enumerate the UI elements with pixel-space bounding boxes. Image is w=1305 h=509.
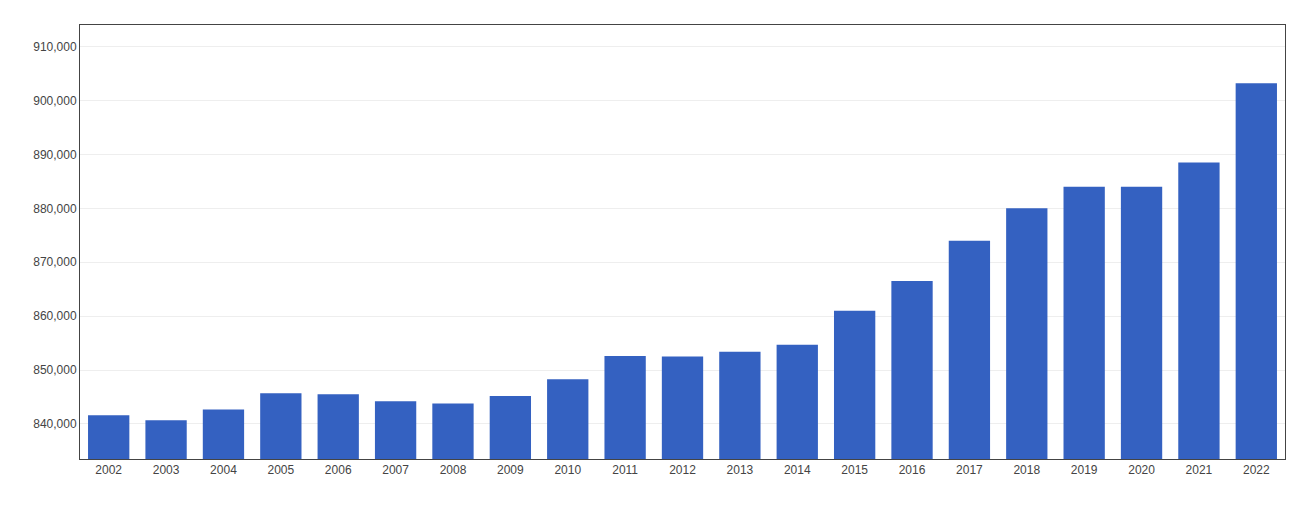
svg-text:850,000: 850,000 [33, 363, 77, 377]
svg-text:2022: 2022 [1243, 463, 1270, 477]
svg-text:880,000: 880,000 [33, 202, 77, 216]
svg-text:2015: 2015 [841, 463, 868, 477]
svg-text:2017: 2017 [956, 463, 983, 477]
svg-text:2009: 2009 [497, 463, 524, 477]
svg-text:2011: 2011 [612, 463, 638, 477]
svg-text:2005: 2005 [267, 463, 294, 477]
svg-text:2014: 2014 [784, 463, 811, 477]
svg-text:2018: 2018 [1013, 463, 1040, 477]
svg-text:870,000: 870,000 [33, 255, 77, 269]
svg-text:2006: 2006 [325, 463, 352, 477]
svg-text:2019: 2019 [1071, 463, 1098, 477]
svg-text:900,000: 900,000 [33, 94, 77, 108]
svg-text:2010: 2010 [554, 463, 581, 477]
svg-text:910,000: 910,000 [33, 40, 77, 54]
svg-text:860,000: 860,000 [33, 309, 77, 323]
svg-text:2016: 2016 [899, 463, 926, 477]
svg-text:2012: 2012 [669, 463, 696, 477]
svg-text:2004: 2004 [210, 463, 237, 477]
svg-text:2008: 2008 [440, 463, 467, 477]
svg-text:2002: 2002 [95, 463, 122, 477]
svg-text:840,000: 840,000 [33, 417, 77, 431]
svg-text:2007: 2007 [382, 463, 409, 477]
svg-text:2003: 2003 [153, 463, 180, 477]
svg-text:2020: 2020 [1128, 463, 1155, 477]
svg-text:2021: 2021 [1186, 463, 1213, 477]
svg-text:2013: 2013 [727, 463, 754, 477]
svg-text:890,000: 890,000 [33, 148, 77, 162]
